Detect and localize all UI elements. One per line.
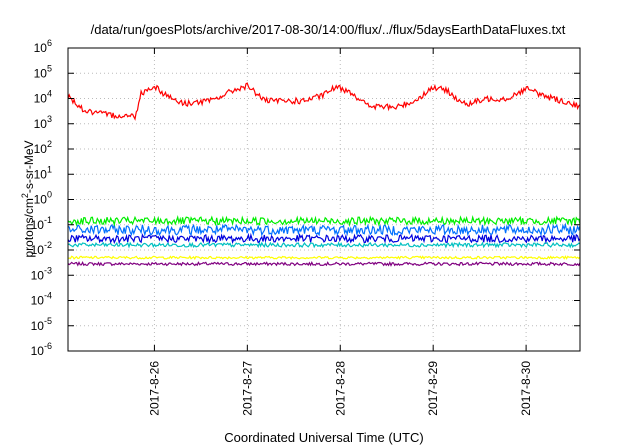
series-line [67,82,581,121]
series-group [67,82,581,267]
series-line [67,215,581,228]
y-tick-label: 10-5 [31,316,52,333]
series-line [67,241,581,249]
x-tick-label: 2017-8-27 [240,361,254,416]
x-tick-label: 2017-8-26 [147,361,161,416]
y-tick-label: 105 [34,63,52,80]
series-line [67,222,581,237]
series-line [67,260,581,267]
y-tick-label: 10-4 [31,291,52,308]
y-axis-label: protons/cm2-s-sr-MeV [20,140,36,257]
y-tick-label: 100 [34,190,52,207]
axes: 10-6 10-5 10-4 10-3 10-2 10-1 100 101 102 103 104 1… [31,38,580,416]
series-line [67,255,581,261]
y-axis-label-exp: 2 [20,193,30,198]
x-tick-label: 2017-8-28 [333,361,347,416]
y-axis-label-base: protons/cm [22,198,36,257]
y-tick-label: 10-1 [31,215,52,232]
y-tick-label: 104 [34,89,52,106]
y-tick-label: 103 [34,114,52,131]
x-axis-label: Coordinated Universal Time (UTC) [224,430,423,445]
y-tick-label: 10-6 [31,341,52,358]
y-axis-label-tail: -s-sr-MeV [22,140,36,193]
x-tick-label: 2017-8-30 [519,361,533,416]
y-tick-label: 101 [34,164,52,181]
y-tick-label: 10-3 [31,265,52,282]
grid [68,48,580,351]
chart-title: /data/run/goesPlots/archive/2017-08-30/1… [91,22,566,37]
y-tick-label: 106 [34,38,52,55]
y-tick-label: 102 [34,139,52,156]
x-tick-label: 2017-8-29 [426,361,440,416]
series-line [67,232,581,245]
y-tick-label: 10-2 [31,240,52,257]
